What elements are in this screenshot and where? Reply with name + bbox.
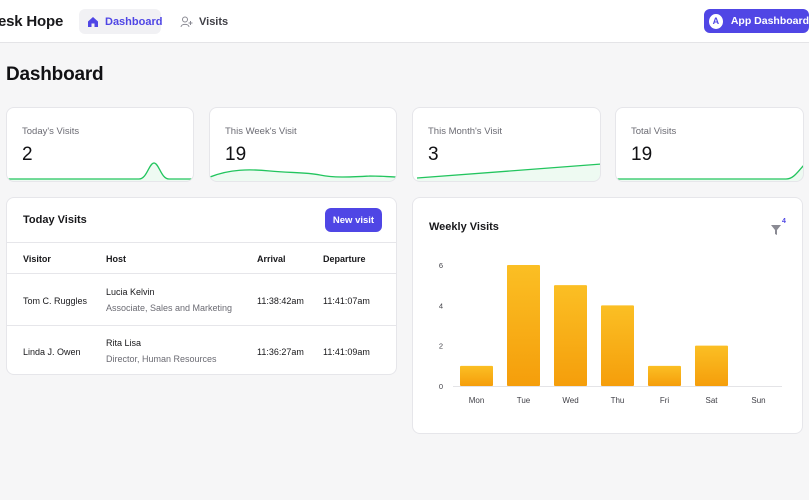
x-tick-label: Tue [517,396,531,405]
y-tick-label: 2 [439,342,443,351]
weekly-visits-chart: 0 2 4 6 Mon Tue Wed Thu Fri Sat Sun [439,261,782,405]
bar-sat[interactable] [695,345,728,386]
stat-card-today: Today's Visits 2 [6,107,194,182]
visitor-name: Tom C. Ruggles [23,296,88,306]
arrival-time: 11:36:27am [257,347,304,357]
filter-icon [771,225,781,235]
x-tick-label: Fri [660,396,670,405]
table-row[interactable]: Linda J. Owen Rita Lisa Director, Human … [7,326,396,374]
sparkline-month [416,163,600,181]
x-tick-label: Sun [751,396,765,405]
bar-fri[interactable] [648,365,681,386]
nav-dashboard[interactable]: Dashboard [79,9,163,34]
nav-dashboard-label: Dashboard [105,15,163,28]
page-title: Dashboard [6,64,104,85]
app-dashboard-label: App Dashboard [730,15,809,27]
brand-name[interactable]: esk Hope [0,13,64,30]
column-header-departure[interactable]: Departure [323,254,366,264]
weekly-visits-card: Weekly Visits 4 0 2 4 6 Mon Tue Wed Thu Fri Sat Su… [412,197,803,434]
stat-value: 3 [428,144,439,165]
top-navigation-bar: esk Hope Dashboard Visits A App Dashboar… [0,0,809,43]
y-tick-label: 6 [439,261,443,270]
stat-label: This Week's Visit [225,126,297,137]
filter-button[interactable]: 4 [770,218,790,237]
x-tick-label: Wed [562,396,578,405]
stat-value: 19 [225,144,247,165]
x-tick-label: Mon [469,396,485,405]
host-name: Lucia Kelvin [106,287,155,297]
host-role: Director, Human Resources [106,354,217,364]
stat-card-total: Total Visits 19 [615,107,804,182]
stat-card-month: This Month's Visit 3 [412,107,601,182]
column-header-visitor[interactable]: Visitor [23,254,51,264]
new-visit-button[interactable]: New visit [325,208,382,232]
user-add-icon [180,16,193,27]
departure-time: 11:41:07am [323,296,370,306]
column-header-arrival[interactable]: Arrival [257,254,286,264]
host-name: Rita Lisa [106,338,142,348]
column-header-host[interactable]: Host [106,254,126,264]
host-role: Associate, Sales and Marketing [106,303,233,313]
home-icon [88,16,98,27]
table-header: Visitor Host Arrival Departure [7,242,396,274]
nav-visits-label: Visits [199,15,229,28]
app-dashboard-button[interactable]: A App Dashboard [704,9,809,33]
y-tick-label: 4 [439,301,443,310]
sparkline-week [210,169,396,181]
visitor-name: Linda J. Owen [23,347,81,357]
departure-time: 11:41:09am [323,347,370,357]
stat-label: Today's Visits [22,126,80,137]
stat-value: 2 [22,144,33,165]
bar-tue[interactable] [507,265,540,386]
x-tick-label: Thu [611,396,625,405]
stat-value: 19 [631,144,653,165]
sparkline-total [616,165,803,181]
arrival-time: 11:38:42am [257,296,304,306]
filter-count-badge: 4 [782,218,786,225]
today-visits-card: Today Visits New visit Visitor Host Arri… [6,197,397,375]
sparkline-today [7,162,193,181]
app-avatar-icon: A [709,13,723,29]
stat-card-week: This Week's Visit 19 [209,107,397,182]
bar-mon[interactable] [460,365,493,386]
bar-wed[interactable] [554,285,587,386]
table-row[interactable]: Tom C. Ruggles Lucia Kelvin Associate, S… [7,275,396,326]
stat-label: This Month's Visit [428,126,502,137]
weekly-visits-title: Weekly Visits [429,221,499,233]
nav-visits[interactable]: Visits [172,9,232,34]
today-visits-title: Today Visits [23,214,87,226]
stat-label: Total Visits [631,126,677,137]
bar-thu[interactable] [601,305,634,386]
y-tick-label: 0 [439,382,443,391]
x-tick-label: Sat [705,396,718,405]
